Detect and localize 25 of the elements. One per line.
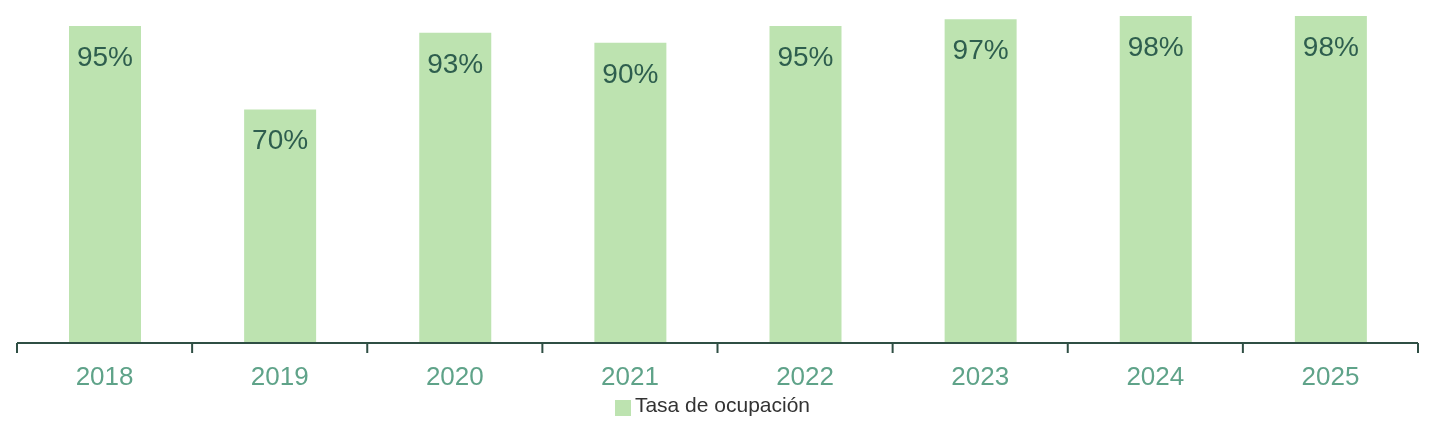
- data-label: 90%: [602, 57, 659, 89]
- x-tick-label: 2019: [250, 361, 309, 391]
- bar: [1294, 16, 1367, 343]
- data-label: 98%: [1302, 31, 1359, 62]
- x-tick-label: 2022: [776, 361, 834, 391]
- data-label: 95%: [76, 41, 134, 73]
- bar: [69, 26, 141, 343]
- bar: [1119, 16, 1192, 343]
- bar: [419, 32, 492, 343]
- data-label: 98%: [1127, 31, 1184, 62]
- x-tick-label: 2020: [425, 361, 484, 391]
- legend-label: Tasa de ocupación: [634, 393, 811, 416]
- x-tick-label: 2021: [601, 361, 659, 391]
- bar: [944, 19, 1017, 343]
- bar: [244, 109, 317, 343]
- x-tick-label: 2025: [1301, 361, 1360, 391]
- data-label: 70%: [252, 124, 309, 156]
- data-label: 93%: [427, 47, 484, 79]
- bar: [769, 26, 842, 343]
- x-tick-label: 2024: [1126, 361, 1185, 391]
- x-tick-label: 2018: [75, 361, 134, 391]
- data-label: 95%: [777, 41, 834, 73]
- x-tick-label: 2023: [951, 361, 1010, 391]
- bar: [594, 42, 667, 343]
- data-label: 97%: [952, 34, 1009, 66]
